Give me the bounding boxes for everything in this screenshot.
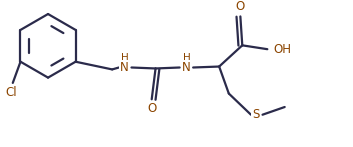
Text: H: H [121, 53, 128, 63]
Text: N: N [182, 61, 191, 74]
Text: O: O [236, 0, 245, 13]
Text: S: S [252, 108, 259, 121]
Text: OH: OH [274, 43, 292, 56]
Text: Cl: Cl [5, 86, 17, 99]
Text: H: H [183, 53, 190, 63]
Text: N: N [120, 61, 129, 74]
Text: O: O [147, 102, 156, 115]
